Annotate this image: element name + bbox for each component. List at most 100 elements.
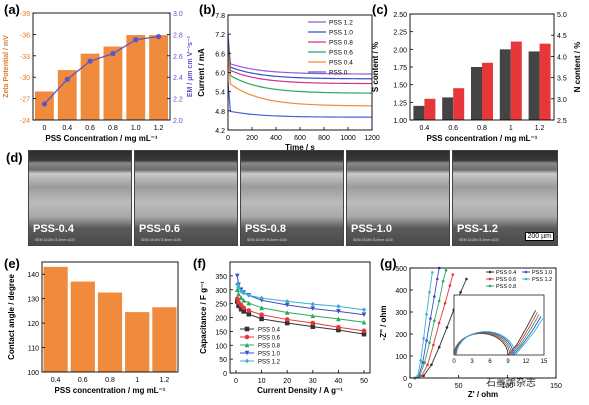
x-tick-label: 0.4 xyxy=(420,125,430,132)
panel-label-d: (d) xyxy=(6,150,23,165)
y-tick-label: 130 xyxy=(27,297,39,304)
zeta-bar xyxy=(126,35,146,120)
data-point xyxy=(425,339,428,342)
y-tick-label: 350 xyxy=(215,274,227,281)
data-point xyxy=(426,363,429,367)
data-point xyxy=(284,317,290,322)
y-tick-label: 2.6 xyxy=(173,54,183,61)
chart-c: 0.4 0.6 0.8 1 1.2 1.00 1.25 1.50 1.75 2.00 2.25 2.5… xyxy=(371,12,582,143)
y-tick-label: 0 xyxy=(223,371,227,378)
legend-label: PSS 0.6 xyxy=(496,277,516,283)
sem-label: PSS-1.2 xyxy=(457,223,498,235)
sulfur-bar xyxy=(528,51,540,120)
y-tick-label: 6.6 xyxy=(215,51,225,58)
x-tick-label: 1.2 xyxy=(535,125,545,132)
data-point xyxy=(433,295,436,298)
panel-label-c: (c) xyxy=(372,2,388,17)
data-point xyxy=(336,324,341,330)
x-axis-label: Z' / ohm xyxy=(468,390,498,399)
y-tick-label: 2.8 xyxy=(173,32,183,39)
data-point xyxy=(244,342,250,348)
sulfur-bar xyxy=(442,97,454,120)
y-tick-label: 2.5 xyxy=(557,118,567,125)
y-tick-label: 1.75 xyxy=(393,65,407,72)
data-point xyxy=(246,308,252,313)
plot-frame xyxy=(41,261,179,373)
legend-label: PSS 0.6 xyxy=(329,50,353,57)
inset-x-tick-label: 6 xyxy=(488,359,492,365)
em-point xyxy=(155,33,162,40)
legend-label: PSS 0.4 xyxy=(496,270,516,276)
y-tick-label: 100 xyxy=(27,370,39,377)
sem-label: PSS-1.0 xyxy=(351,223,392,235)
data-point xyxy=(429,317,432,320)
y-tick-label: 2.0 xyxy=(173,118,183,125)
data-point xyxy=(361,312,367,318)
x-tick-label: 1 xyxy=(135,377,139,384)
data-point xyxy=(246,293,252,298)
legend-marker xyxy=(488,277,492,281)
data-point xyxy=(428,341,431,345)
x-tick-label: 0 xyxy=(408,383,412,390)
sem-image-pss-0-8: PSS-0.8 SEM 15.0kV 8.4mm x100 xyxy=(240,150,344,246)
y-tick-label: 2.4 xyxy=(173,75,183,82)
contact-angle-bar xyxy=(125,312,150,372)
x-tick-label: 600 xyxy=(294,135,306,142)
x-tick-label: 800 xyxy=(318,135,330,142)
y-tick-label: 3.0 xyxy=(557,97,567,104)
data-point xyxy=(421,361,424,364)
x-tick-label: 1000 xyxy=(340,135,356,142)
capacitance-series-line xyxy=(236,284,365,311)
data-point xyxy=(246,311,252,317)
chart-e: 0.4 0.6 0.8 1 1.2 100 110 120 130 140 PSS concentr… xyxy=(7,261,179,395)
zeta-bar xyxy=(103,46,123,120)
data-point xyxy=(241,290,246,296)
data-point xyxy=(246,300,252,306)
em-point xyxy=(87,58,93,64)
data-point xyxy=(444,268,448,272)
x-tick-label: 1200 xyxy=(364,135,380,142)
y-tick-label: -27 xyxy=(20,97,30,104)
nitrogen-bar xyxy=(539,43,551,120)
y2-axis-label: N content / % xyxy=(573,42,582,93)
y-tick-label: 500 xyxy=(395,266,407,273)
data-point xyxy=(284,299,290,304)
data-point xyxy=(441,279,445,283)
y-tick-label: 110 xyxy=(28,346,39,353)
data-point xyxy=(259,305,264,311)
y-tick-label: -30 xyxy=(20,75,30,82)
zeta-bar xyxy=(80,53,100,120)
y-tick-label: 7.8 xyxy=(215,13,225,20)
data-point xyxy=(238,306,244,312)
panel-label-b: (b) xyxy=(199,2,216,17)
legend-label: PSS 1.2 xyxy=(329,20,353,27)
data-point xyxy=(361,328,367,334)
data-point xyxy=(437,321,441,325)
y-tick-label: -39 xyxy=(20,11,30,18)
x-tick-label: 0.8 xyxy=(108,125,118,132)
data-point xyxy=(422,374,425,378)
data-point xyxy=(433,319,436,323)
data-point xyxy=(437,345,441,349)
data-point xyxy=(234,296,240,301)
data-point xyxy=(284,302,290,308)
y-tick-label: 4.8 xyxy=(215,109,225,116)
x-axis-label: Current Density / A g⁻¹ xyxy=(257,386,343,395)
x-tick-label: 0 xyxy=(42,125,46,132)
scale-bar: 200 µm xyxy=(524,232,554,241)
y-tick-label: 200 xyxy=(215,316,227,323)
data-point xyxy=(284,320,290,326)
contact-angle-bar xyxy=(70,281,95,372)
data-point xyxy=(448,284,452,287)
data-point xyxy=(459,290,462,294)
y-tick-label: 6.0 xyxy=(215,71,225,78)
inset-frame xyxy=(453,294,545,356)
x-axis-label: Time / s xyxy=(285,143,315,152)
sem-label: PSS-0.4 xyxy=(33,223,74,235)
data-point xyxy=(422,337,425,340)
y-tick-label: 3.0 xyxy=(173,11,183,18)
data-point xyxy=(361,307,367,313)
y-tick-label: 250 xyxy=(215,302,227,309)
x-tick-label: 0.4 xyxy=(51,377,61,384)
legend-label: PSS 1.0 xyxy=(532,270,552,276)
